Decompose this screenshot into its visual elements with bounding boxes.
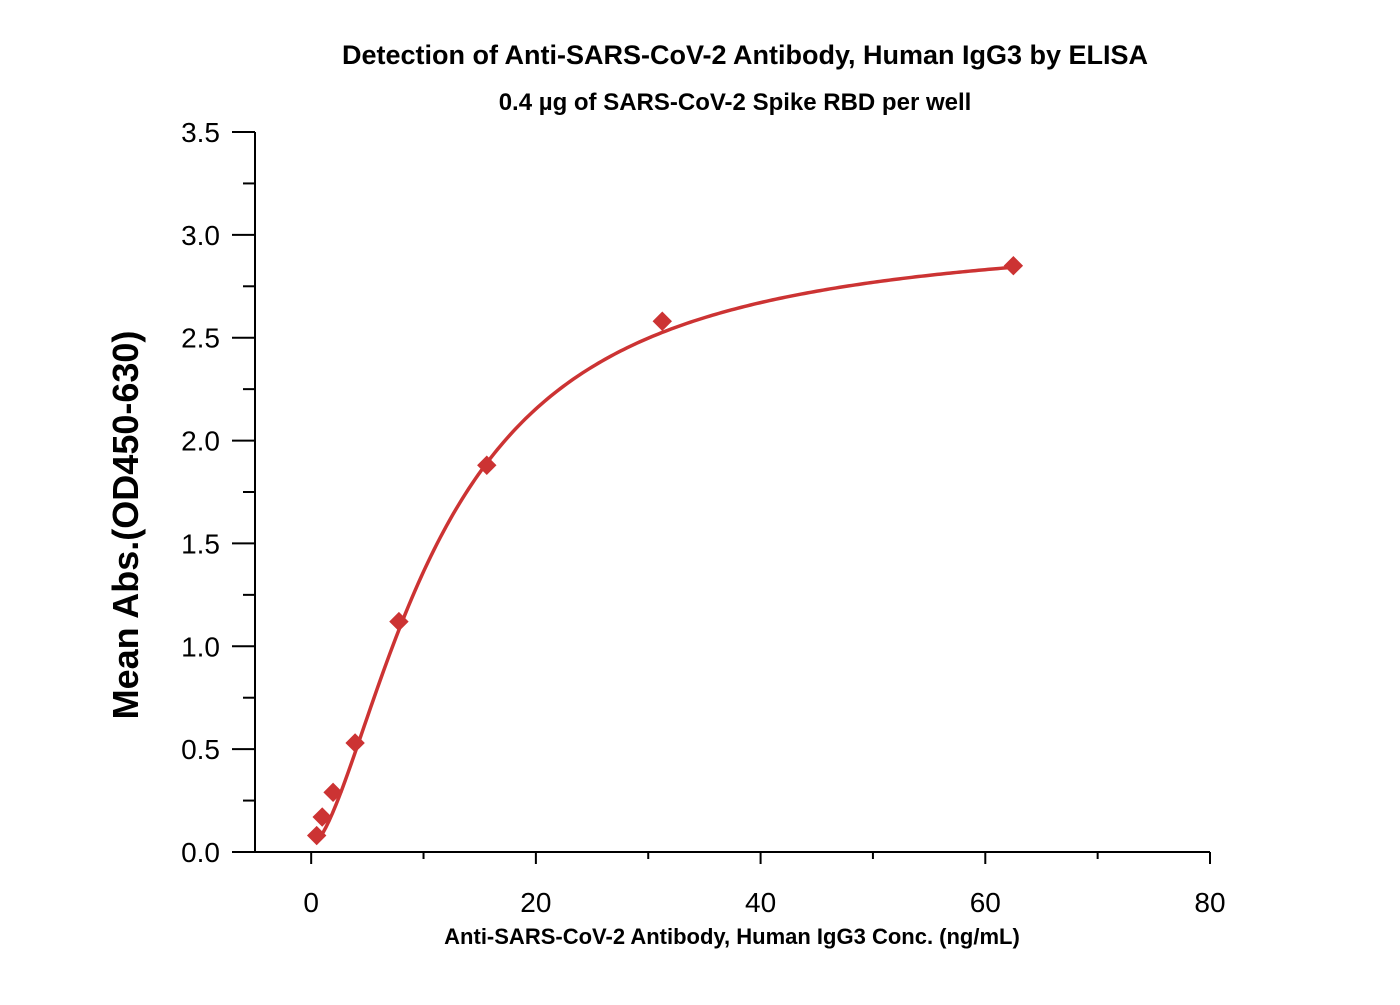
x-tick-label: 20 — [520, 887, 551, 918]
axes — [254, 132, 1210, 853]
data-point — [345, 733, 365, 753]
x-tick-label: 60 — [970, 887, 1001, 918]
chart-title: Detection of Anti-SARS-CoV-2 Antibody, H… — [342, 40, 1148, 70]
y-tick-label: 2.5 — [181, 323, 220, 354]
data-point — [477, 455, 497, 475]
ticks — [232, 131, 1211, 864]
data-point — [323, 782, 343, 803]
fit-curve — [315, 265, 1014, 843]
data-point — [306, 825, 327, 846]
data-point — [652, 311, 672, 331]
y-tick-label: 0.0 — [181, 837, 220, 868]
x-tick-label: 80 — [1194, 887, 1225, 918]
y-tick-label: 1.5 — [181, 528, 220, 559]
y-tick-label: 3.5 — [181, 117, 220, 148]
chart-subtitle: 0.4 µg of SARS-CoV-2 Spike RBD per well — [499, 89, 972, 116]
tick-labels: 0 20 40 60 80 0.0 0.5 1.0 1.5 2.0 2.5 3.0 3.5 — [181, 117, 1226, 918]
data-point — [389, 611, 409, 632]
y-tick-label: 2.0 — [181, 426, 220, 457]
data-points — [306, 256, 1024, 846]
data-point — [1003, 256, 1024, 276]
y-tick-label: 0.5 — [181, 734, 220, 765]
y-tick-label: 1.0 — [181, 631, 220, 662]
y-tick-label: 3.0 — [181, 220, 220, 251]
x-axis-label: Anti-SARS-CoV-2 Antibody, Human IgG3 Con… — [444, 924, 1020, 949]
x-tick-label: 40 — [745, 887, 776, 918]
data-point — [312, 807, 332, 827]
x-tick-label: 0 — [303, 887, 319, 918]
y-axis-label: Mean Abs.(OD450-630) — [105, 331, 146, 720]
